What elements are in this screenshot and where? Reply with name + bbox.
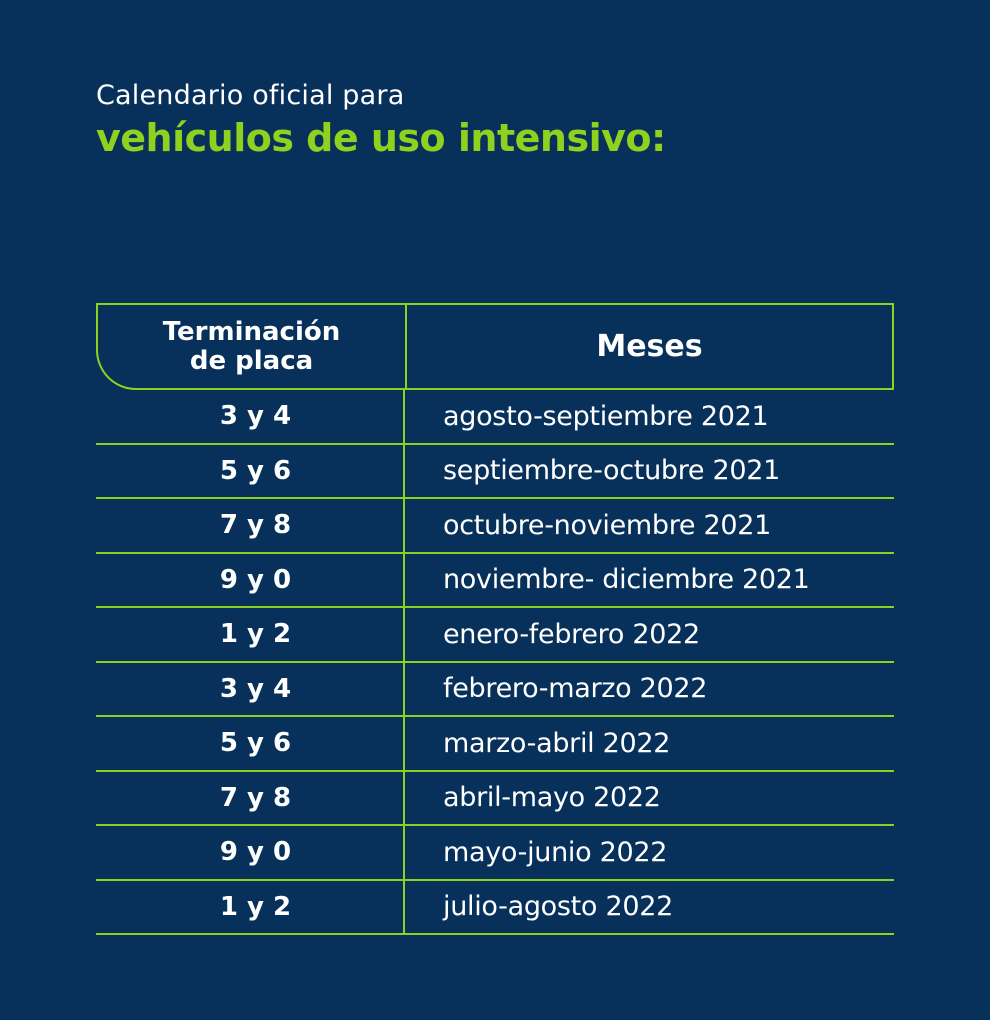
header-label-placa: Terminación de placa xyxy=(162,316,341,376)
table-row: 1 y 2 julio-agosto 2022 xyxy=(96,880,894,935)
table-row: 3 y 4 febrero-marzo 2022 xyxy=(96,662,894,717)
page-subtitle: Calendario oficial para xyxy=(96,80,405,111)
schedule-table: Terminación de placa Meses 3 y 4 agosto-… xyxy=(96,303,894,935)
cell-meses: enero-febrero 2022 xyxy=(443,618,700,650)
table-row: 7 y 8 abril-mayo 2022 xyxy=(96,771,894,826)
table-row: 5 y 6 septiembre-octubre 2021 xyxy=(96,444,894,499)
table-row: 1 y 2 enero-febrero 2022 xyxy=(96,608,894,663)
table-header: Terminación de placa Meses xyxy=(96,303,894,390)
cell-placa: 7 y 8 xyxy=(96,771,405,824)
cell-meses: septiembre-octubre 2021 xyxy=(443,455,781,487)
cell-meses: abril-mayo 2022 xyxy=(443,782,661,814)
cell-placa: 3 y 4 xyxy=(96,662,405,715)
table-body: 3 y 4 agosto-septiembre 2021 5 y 6 septi… xyxy=(96,390,894,935)
cell-placa: 1 y 2 xyxy=(96,880,405,933)
page-title: vehículos de uso intensivo: xyxy=(96,116,666,160)
table-row: 7 y 8 octubre-noviembre 2021 xyxy=(96,499,894,554)
cell-placa: 5 y 6 xyxy=(96,717,405,770)
cell-placa: 1 y 2 xyxy=(96,608,405,661)
cell-meses: noviembre- diciembre 2021 xyxy=(443,564,810,596)
header-cell-placa: Terminación de placa xyxy=(96,303,405,390)
cell-meses: agosto-septiembre 2021 xyxy=(443,400,769,432)
cell-meses: mayo-junio 2022 xyxy=(443,836,668,868)
cell-placa: 3 y 4 xyxy=(96,390,405,443)
cell-placa: 5 y 6 xyxy=(96,444,405,497)
header-cell-meses: Meses xyxy=(405,303,894,390)
table-row: 3 y 4 agosto-septiembre 2021 xyxy=(96,390,894,445)
table-row: 9 y 0 noviembre- diciembre 2021 xyxy=(96,553,894,608)
cell-meses: julio-agosto 2022 xyxy=(443,891,673,923)
table-row: 5 y 6 marzo-abril 2022 xyxy=(96,717,894,772)
cell-placa: 9 y 0 xyxy=(96,553,405,606)
cell-placa: 7 y 8 xyxy=(96,499,405,552)
cell-meses: octubre-noviembre 2021 xyxy=(443,509,772,541)
header-label-meses: Meses xyxy=(596,329,703,364)
table-row: 9 y 0 mayo-junio 2022 xyxy=(96,826,894,881)
cell-meses: marzo-abril 2022 xyxy=(443,727,671,759)
cell-meses: febrero-marzo 2022 xyxy=(443,673,708,705)
cell-placa: 9 y 0 xyxy=(96,826,405,879)
